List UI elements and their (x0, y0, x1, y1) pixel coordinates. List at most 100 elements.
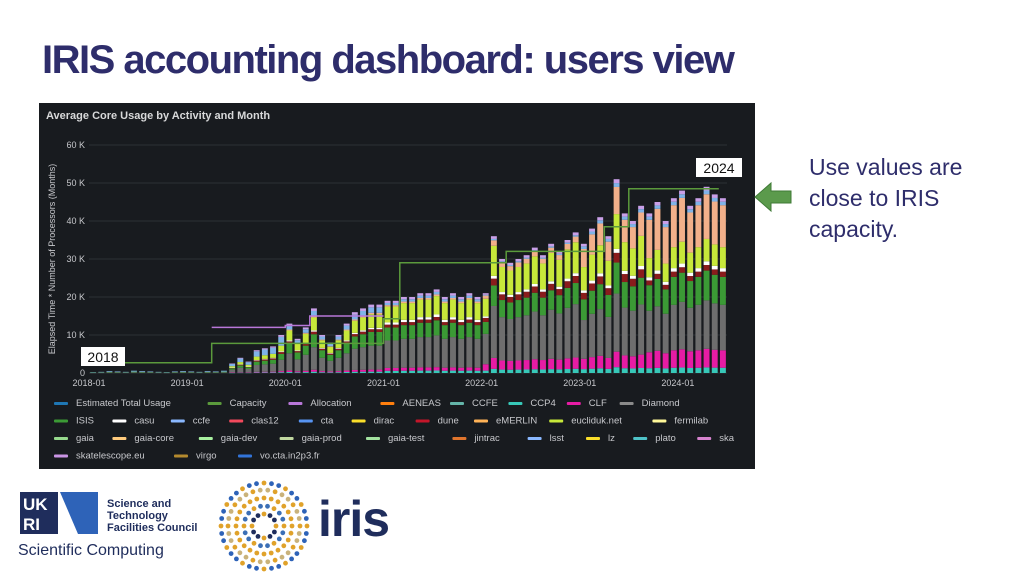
bar-segment-ccp4 (703, 367, 710, 373)
bar-segment-ska (507, 262, 514, 265)
bar-segment-lsst (139, 371, 146, 372)
legend-item-label: ISIS (76, 416, 94, 427)
bar-segment-ccp4 (302, 372, 309, 373)
bar-segment-clf (294, 371, 301, 373)
logo-dot (285, 496, 291, 502)
logo-dot (243, 554, 249, 560)
bar-segment-lsst (376, 307, 383, 313)
bar-segment-lsst (719, 201, 726, 206)
bar-segment-euclid (409, 303, 416, 320)
bar-segment-clf (629, 356, 636, 369)
logo-dot (234, 556, 239, 562)
bar-segment-diamond (294, 359, 301, 372)
legend-swatch (54, 419, 68, 423)
bar-segment-euclid (605, 260, 612, 286)
bar-segment-casu (368, 327, 375, 330)
bar-segment-lsst (204, 371, 211, 372)
bar-segment-casu (556, 286, 563, 290)
bar-segment-diamond (360, 347, 366, 370)
bar-segment-ska (294, 338, 301, 341)
logo-dot (283, 486, 288, 492)
bar-segment-dune (507, 296, 514, 303)
y-tick-label: 50 K (66, 178, 85, 188)
bar-segment-ska (433, 289, 440, 292)
bar-segment-gaia-core (400, 301, 407, 304)
bar-segment-gaia-core (360, 316, 366, 318)
bar-segment-ccp4 (621, 368, 628, 373)
logo-dot (247, 547, 253, 553)
bar-segment-lsst (589, 231, 595, 235)
bar-segment-dune (523, 291, 530, 298)
logo-dot (258, 503, 263, 509)
bar-segment-lsst (679, 194, 685, 198)
bar-segment-diamond (433, 335, 440, 368)
bar-segment-ccp4 (523, 369, 530, 373)
bar-segment-ccp4 (335, 372, 342, 373)
bar-segment-isis (613, 262, 620, 294)
bar-segment-lsst (131, 370, 137, 372)
logo-dot (285, 537, 291, 543)
bar-segment-diamond (417, 337, 424, 368)
legend-item-label: CCFE (472, 398, 498, 409)
legend-item-label: jintrac (473, 433, 500, 444)
bar-segment-euclid (548, 252, 555, 282)
bar-segment-isis (106, 371, 113, 373)
legend-item-label: dune (438, 416, 459, 427)
logo-dot (271, 540, 277, 546)
logo-dot (228, 551, 234, 556)
bar-segment-clf (392, 367, 399, 371)
bar-segment-lsst (711, 197, 718, 202)
bar-segment-casu (482, 316, 489, 318)
bar-segment-ccp4 (572, 368, 579, 373)
bar-segment-euclid (580, 267, 587, 291)
bar-segment-isis (703, 270, 710, 301)
bar-segment-lsst (253, 351, 260, 357)
bar-segment-gaia-core (392, 305, 399, 307)
legend-swatch (697, 437, 712, 440)
bar-segment-lsst (319, 336, 326, 340)
bar-segment-casu (343, 340, 350, 342)
bar-segment-euclid (679, 241, 685, 264)
legend-swatch (549, 419, 564, 423)
bar-segment-diamond (270, 363, 276, 372)
bar-segment-isis (433, 320, 440, 336)
bar-segment-lsst (670, 201, 677, 206)
bar-segment-diamond (458, 338, 465, 368)
logo-dot (296, 516, 302, 521)
bar-segment-clf (327, 371, 334, 373)
logo-dot (254, 550, 260, 556)
bar-segment-dune (400, 322, 407, 326)
legend-swatch (415, 419, 430, 423)
bar-segment-gaia-core (580, 248, 587, 268)
bar-segment-clf (458, 367, 465, 371)
bar-segment-gaia-core (319, 339, 326, 341)
bar-segment-euclid (540, 263, 546, 290)
bar-segment-casu (540, 289, 546, 292)
bar-segment-euclid (711, 244, 718, 266)
bar-segment-diamond (466, 337, 473, 368)
bar-segment-gaia-core (450, 297, 456, 300)
bar-segment-gaia-core (572, 236, 579, 243)
logo-dot (281, 503, 287, 509)
bar-segment-clf (490, 357, 497, 369)
bar-segment-ccp4 (719, 367, 726, 373)
logo-dot (276, 483, 282, 488)
bar-segment-casu (392, 322, 399, 325)
bar-segment-clf (409, 367, 416, 371)
bar-segment-isis (531, 292, 538, 312)
bar-segment-lsst (310, 310, 317, 317)
bar-segment-clf (499, 360, 506, 370)
bar-segment-lsst (400, 299, 407, 302)
bar-segment-ska (654, 202, 661, 206)
bar-segment-diamond (638, 304, 645, 355)
bar-segment-isis (605, 295, 612, 317)
bar-segment-euclid (245, 364, 252, 367)
bar-segment-dune (450, 319, 456, 323)
logo-dot (273, 523, 279, 529)
logo-dot (279, 554, 285, 560)
bar-segment-isis (695, 276, 702, 305)
bar-segment-ccp4 (564, 369, 571, 373)
logo-dot (261, 551, 267, 557)
logo-dot (242, 530, 248, 536)
logo-dot (246, 510, 252, 516)
